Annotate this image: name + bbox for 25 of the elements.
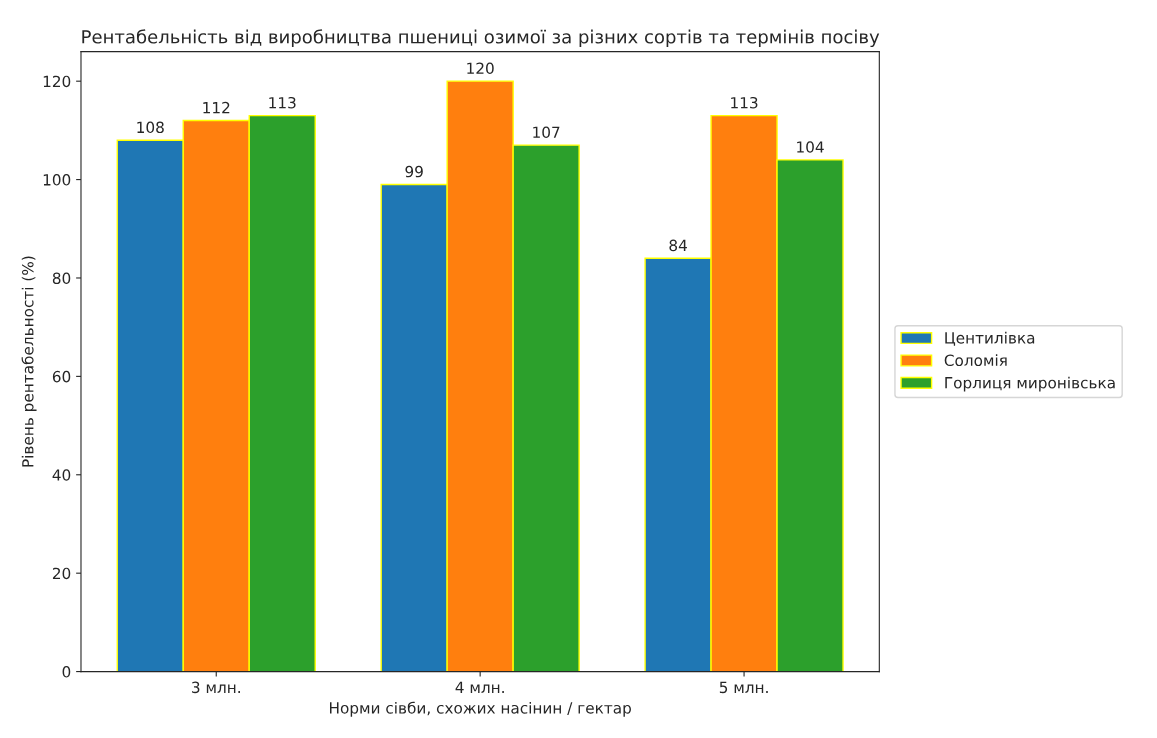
data-label: 104 — [797, 141, 824, 153]
x-tick-label: 3 млн. — [192, 681, 240, 694]
y-tick-label: 0 — [62, 666, 71, 678]
data-label: 108 — [137, 121, 164, 134]
y-tick-label: 80 — [52, 272, 71, 284]
y-tick-label: 120 — [43, 75, 71, 88]
legend-label: Соломія — [944, 354, 1007, 367]
y-tick-label: 60 — [52, 370, 71, 383]
data-label: 120 — [467, 62, 494, 75]
x-axis-title: Норми сівби, схожих насінин / гектар — [330, 701, 631, 717]
data-label: 113 — [269, 96, 296, 109]
legend-label: Горлиця миронівська — [945, 376, 1115, 392]
y-tick-label: 20 — [52, 567, 71, 580]
legend-label: Центилівка — [945, 331, 1035, 346]
y-tick-label: 100 — [43, 174, 71, 186]
data-label: 84 — [669, 239, 687, 252]
y-axis-title: Рівень рентабельності (%) — [21, 256, 37, 467]
y-tick-label: 40 — [52, 469, 71, 481]
x-tick-label: 5 млн. — [719, 681, 768, 694]
data-label: 99 — [405, 165, 423, 178]
data-label: 107 — [533, 126, 560, 139]
data-label: 112 — [203, 101, 230, 114]
x-tick-label: 4 млн. — [455, 681, 504, 693]
chart-title: Рентабельність від виробництва пшениці озимої за різних сортів та термінів посіву — [82, 29, 880, 48]
data-label: 113 — [731, 96, 758, 109]
